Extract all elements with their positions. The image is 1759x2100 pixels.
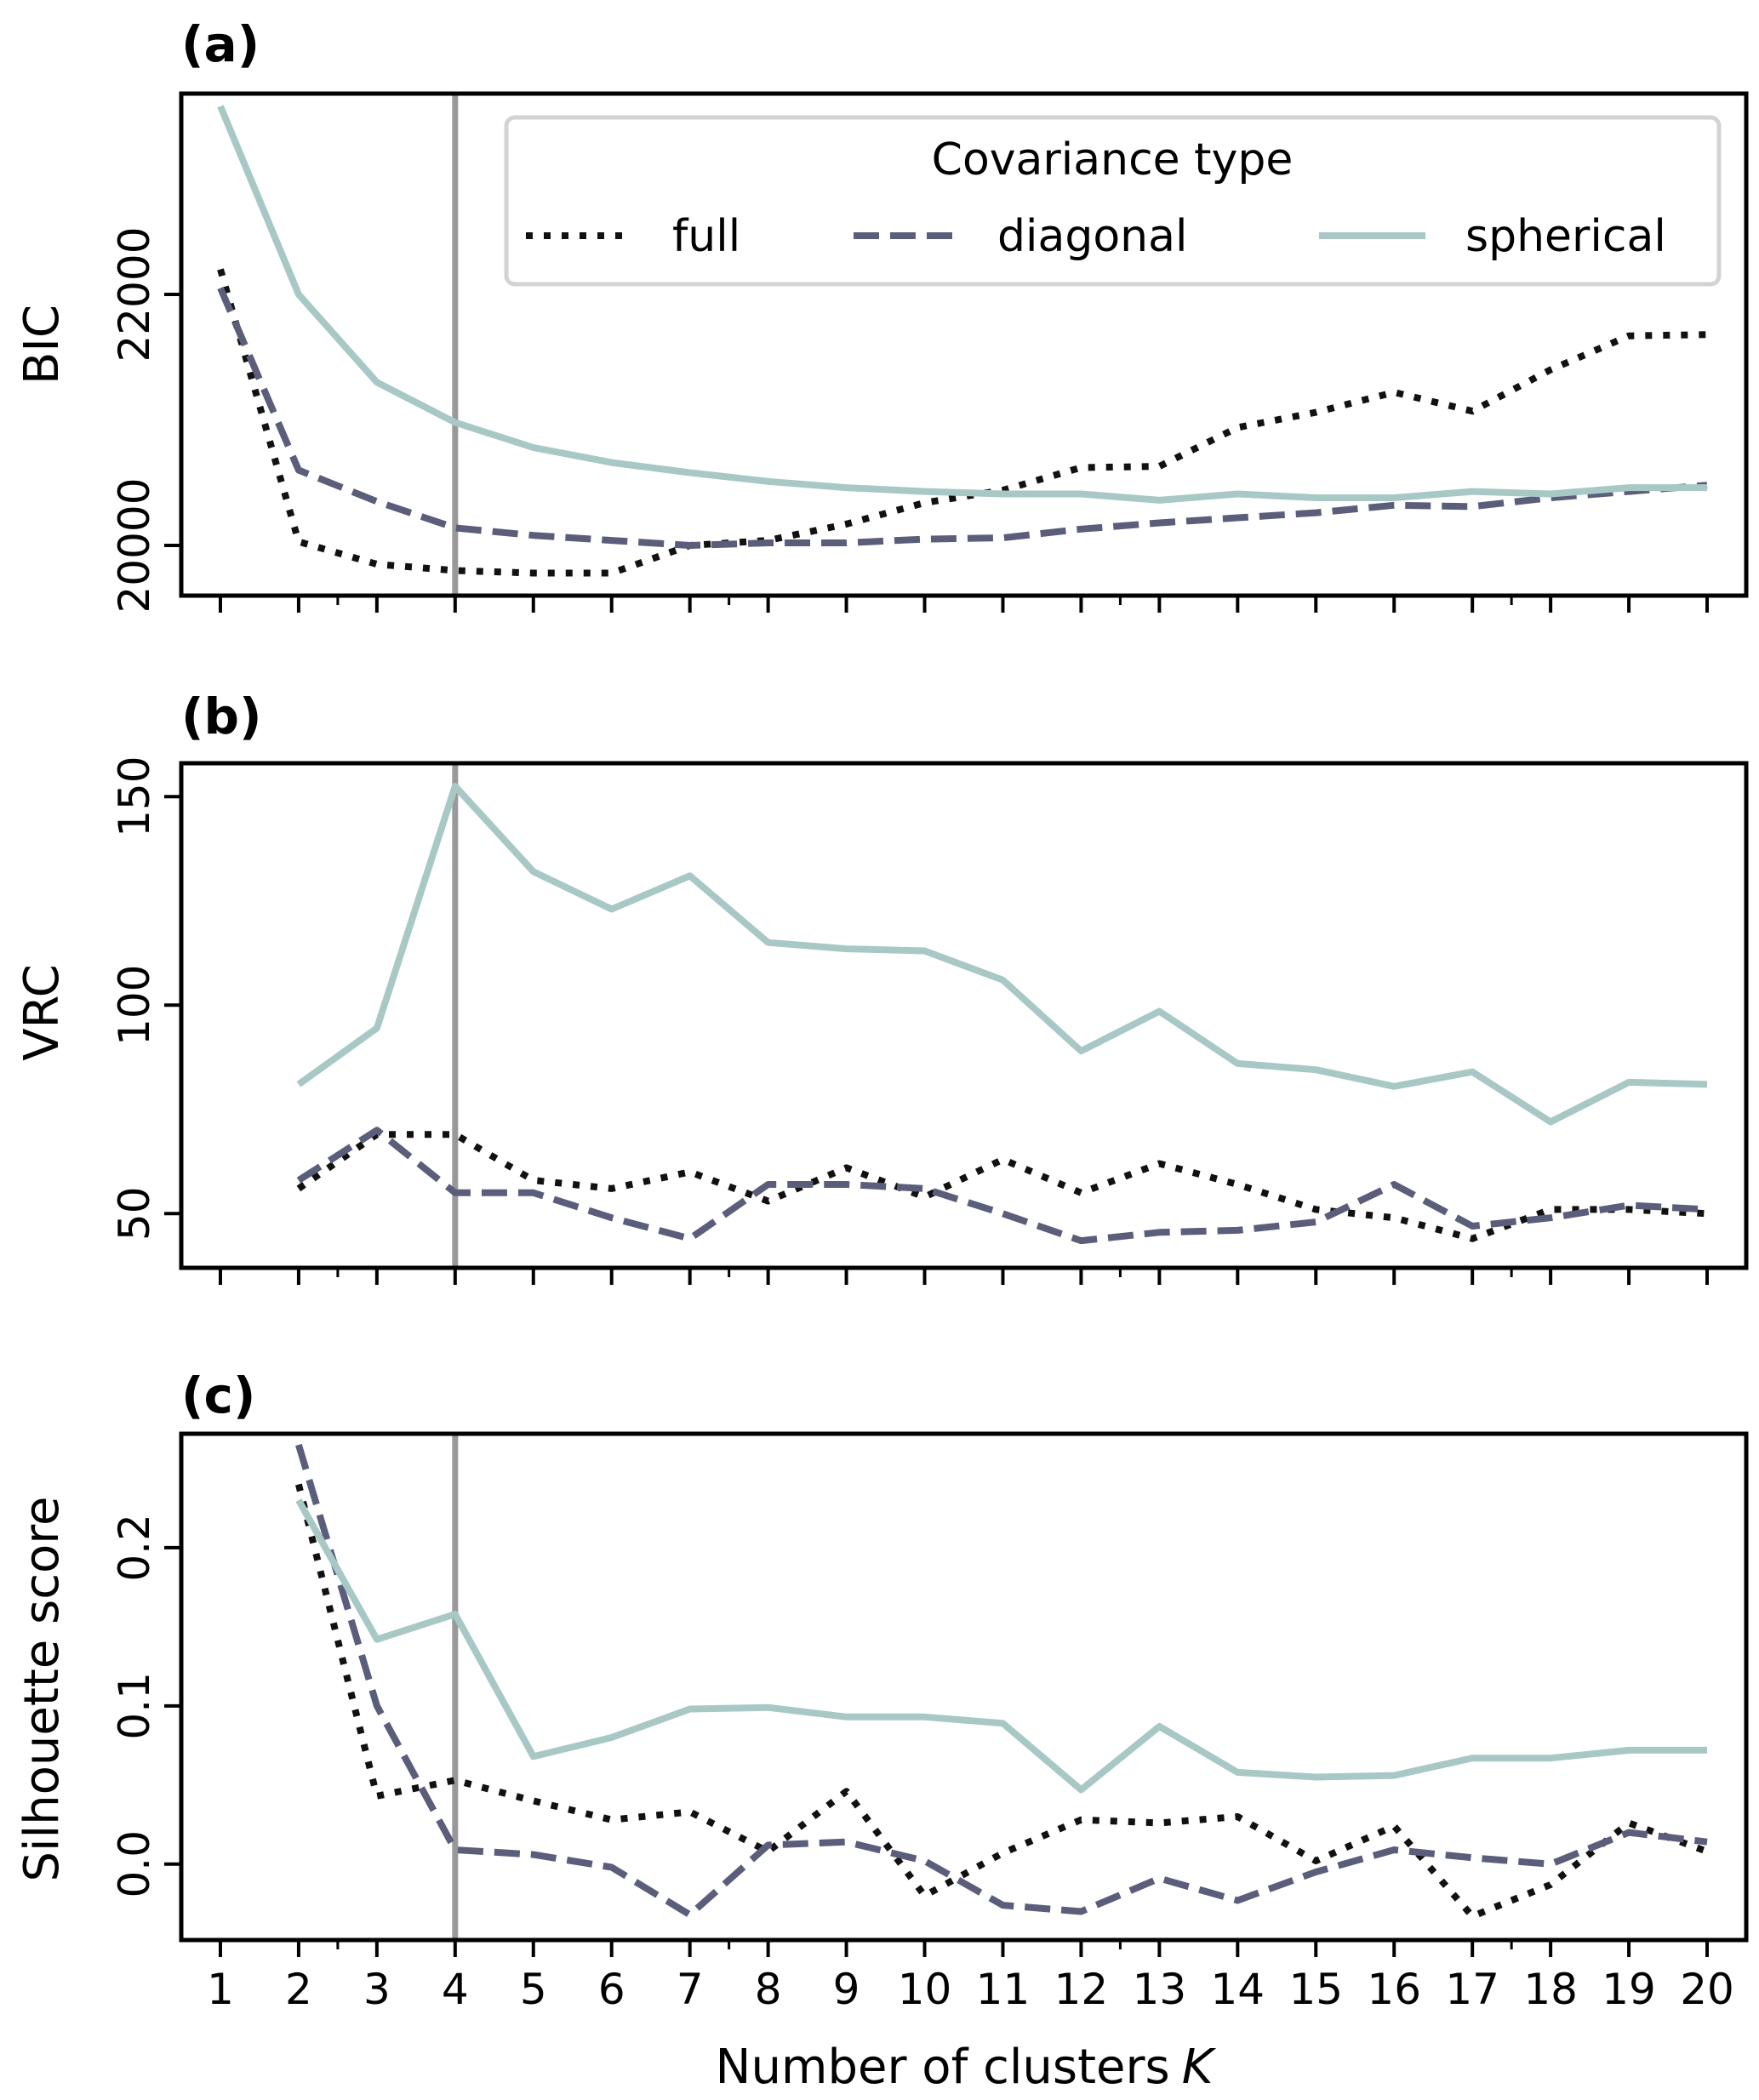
y-tick-label: 100 — [110, 965, 159, 1046]
x-tick-label: 8 — [755, 1965, 782, 2014]
y-axis-label: BIC — [14, 305, 70, 385]
x-tick-label: 13 — [1133, 1965, 1187, 2014]
x-tick-label: 9 — [833, 1965, 860, 2014]
x-tick-label: 7 — [677, 1965, 704, 2014]
x-axis-label-text: Number of clusters — [716, 2040, 1170, 2095]
x-tick-label: 2 — [285, 1965, 312, 2014]
x-tick-label: 18 — [1523, 1965, 1578, 2014]
x-tick-label: 20 — [1680, 1965, 1734, 2014]
x-tick-label: 16 — [1367, 1965, 1421, 2014]
legend: Covariance type full diagonal spherical — [504, 115, 1722, 287]
x-tick-label: 10 — [898, 1965, 952, 2014]
x-tick-label: 5 — [520, 1965, 547, 2014]
panel-label: (c) — [181, 1367, 255, 1424]
y-tick-label: 0.0 — [110, 1830, 159, 1898]
series-line-diagonal — [217, 287, 1708, 549]
panel-b-vrc: (b) VRC 50 100 150 — [14, 688, 1749, 1285]
x-tick-label: 17 — [1445, 1965, 1499, 2014]
panel-c-silhouette: (c) Silhouette score 1 2 3 4 5 6 7 8 9 10 11 12 13 14… — [14, 1367, 1749, 2095]
x-tick-label: 15 — [1288, 1965, 1343, 2014]
x-tick-label: 19 — [1602, 1965, 1656, 2014]
legend-title: Covariance type — [932, 134, 1294, 185]
legend-frame — [504, 115, 1722, 287]
y-tick-label: 22000 — [110, 226, 159, 362]
x-axis-label: Number of clusters K — [716, 2040, 1217, 2095]
series-line-spherical — [296, 783, 1708, 1126]
legend-entry-diagonal: diagonal — [997, 211, 1187, 262]
plot-area: 50 100 150 — [110, 756, 1749, 1285]
y-tick-label: 20000 — [110, 477, 159, 613]
series-line-spherical — [217, 105, 1707, 504]
legend-entry-spherical: spherical — [1465, 211, 1666, 262]
y-tick-label: 0.2 — [110, 1514, 159, 1582]
y-axis-label: Silhouette score — [14, 1496, 70, 1881]
x-tick-label: 1 — [207, 1965, 234, 2014]
panel-label: (a) — [181, 15, 260, 73]
y-tick-label: 0.1 — [110, 1672, 159, 1740]
legend-entry-full: full — [672, 211, 740, 262]
x-tick-label: 12 — [1054, 1965, 1109, 2014]
y-axis-label: VRC — [14, 964, 70, 1061]
y-tick-label: 150 — [110, 756, 159, 836]
x-tick-label: 14 — [1211, 1965, 1265, 2014]
series-line-diagonal — [295, 1443, 1708, 1919]
series-line-diagonal — [296, 1127, 1708, 1245]
x-tick-label: 4 — [442, 1965, 469, 2014]
y-tick-label: 50 — [110, 1186, 159, 1241]
plot-area: 20000 22000 — [110, 91, 1749, 613]
axes-frame — [179, 1431, 1749, 1943]
plot-area: 1 2 3 4 5 6 7 8 9 10 11 12 13 14 15 16 17 18 19 200.00.10.2 — [110, 1431, 1749, 2014]
x-tick-label: 3 — [363, 1965, 391, 2014]
series-line-full — [296, 1131, 1708, 1242]
panel-a-bic: (a) BIC 20000 22000 Covariance type full … — [14, 15, 1749, 613]
x-tick-label: 6 — [598, 1965, 625, 2014]
x-axis-label-variable: K — [1182, 2040, 1217, 2095]
panel-label: (b) — [181, 688, 262, 745]
x-tick-label: 11 — [976, 1965, 1031, 2014]
series-line-spherical — [295, 1498, 1707, 1794]
axes-frame — [179, 91, 1749, 598]
axes-frame — [179, 761, 1749, 1270]
